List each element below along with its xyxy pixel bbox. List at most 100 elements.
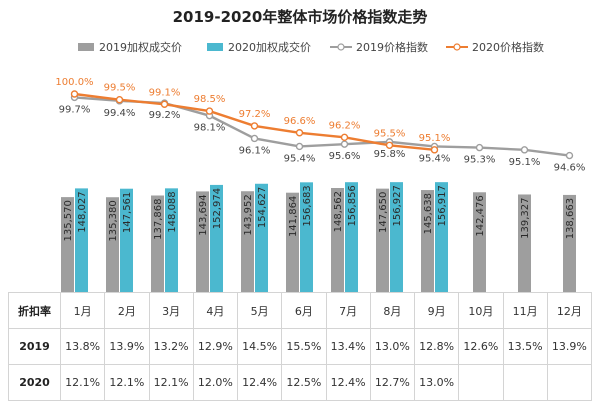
discount-rate-cell <box>502 364 548 401</box>
legend-label-2019-price: 2019加权成交价 <box>99 40 182 54</box>
bar-2019-label: 145,638 <box>423 193 434 234</box>
discount-rate-cell: 12.9% <box>192 328 239 365</box>
index-2020-label: 95.1% <box>419 133 451 144</box>
legend: 2019加权成交价 2020加权成交价 2019价格指数 2020价格指数 <box>78 40 544 54</box>
discount-rate-table: 折扣率 1月 2月 3月 4月 5月 6月 7月 8月 9月 10月 11月 12月 2019 13.8% 1… <box>8 292 593 401</box>
index-2020-point <box>205 107 214 115</box>
bar-2019 <box>61 197 74 292</box>
discount-rate-cell: 13.5% <box>502 328 548 365</box>
bar-2019-label: 138,663 <box>565 198 576 239</box>
bar-2019 <box>151 195 164 292</box>
index-2019-point <box>520 146 529 154</box>
discount-rate-cell: 12.4% <box>325 364 371 401</box>
discount-rate-cell: 12.8% <box>413 328 460 365</box>
bar-2020 <box>75 188 88 292</box>
discount-rate-cell: 13.0% <box>369 328 416 365</box>
bar-2019-label: 143,694 <box>198 194 209 235</box>
bar-2020-label: 148,027 <box>77 191 88 232</box>
discount-rate-cell: 12.1% <box>148 364 194 401</box>
index-2019-label: 98.1% <box>194 123 226 134</box>
index-2019-point <box>295 142 304 151</box>
discount-rate-cell: 12.7% <box>369 364 416 401</box>
bar-2020 <box>300 182 313 292</box>
index-2019-label: 99.7% <box>59 104 91 115</box>
month-header: 3月 <box>148 292 194 329</box>
bar-2020 <box>210 184 223 292</box>
row-year-label: 2020 <box>8 364 61 401</box>
month-header: 4月 <box>192 292 239 329</box>
bar-2019 <box>286 192 299 292</box>
bar-2019 <box>331 188 344 292</box>
bar-2019 <box>421 190 434 292</box>
bar-2019-label: 137,868 <box>153 198 164 239</box>
index-2020-point <box>295 129 304 137</box>
discount-rate-cell: 12.1% <box>104 364 150 401</box>
month-header: 10月 <box>458 292 504 329</box>
bar-layer: 135,570 148,027 135,380 147,561 137,868 148,0… <box>61 182 576 292</box>
bar-2020 <box>390 182 403 292</box>
index-2020-point <box>430 146 439 154</box>
bar-2019-label: 148,562 <box>333 191 344 232</box>
table-row: 2020 12.1% 12.1% 12.1% 12.0% 12.4% 12.5% 12.4% 1… <box>8 364 593 401</box>
legend-label-2020-index: 2020价格指数 <box>472 40 544 54</box>
discount-rate-cell: 13.8% <box>59 328 106 365</box>
month-header: 1月 <box>59 292 106 329</box>
index-2020-point <box>385 141 394 150</box>
index-2019-point <box>475 143 484 152</box>
bar-2019 <box>563 194 576 292</box>
index-2020-label: 98.5% <box>194 94 226 105</box>
month-header: 5月 <box>236 292 283 329</box>
index-2019-label: 94.6% <box>554 163 586 174</box>
month-header: 2月 <box>104 292 150 329</box>
month-header: 9月 <box>413 292 460 329</box>
bar-2019-label: 141,864 <box>288 196 299 237</box>
index-2020-label: 100.0% <box>55 77 93 88</box>
index-2019-label: 95.4% <box>284 153 316 164</box>
discount-rate-cell: 12.4% <box>236 364 283 401</box>
discount-rate-cell: 13.2% <box>148 328 194 365</box>
discount-rate-cell: 12.5% <box>281 364 327 401</box>
index-2020-point <box>70 90 79 98</box>
bar-2019-label: 135,570 <box>63 200 74 241</box>
bar-2019-label: 142,476 <box>475 195 486 236</box>
bar-2020 <box>255 183 268 292</box>
bar-2020 <box>165 188 178 292</box>
bar-2020 <box>435 182 448 292</box>
discount-rate-cell <box>546 364 593 401</box>
bar-2019 <box>106 197 119 292</box>
bar-2020-label: 148,088 <box>167 191 178 232</box>
bar-2019-label: 139,327 <box>520 197 531 238</box>
discount-rate-cell: 12.0% <box>192 364 239 401</box>
index-2020-label: 99.1% <box>149 87 181 98</box>
bar-2020-label: 156,927 <box>392 185 403 226</box>
discount-rate-cell: 13.0% <box>413 364 460 401</box>
index-2020-label: 99.5% <box>104 83 136 94</box>
discount-rate-cell: 12.6% <box>458 328 504 365</box>
bar-2020 <box>345 182 358 292</box>
bar-2019 <box>241 191 254 292</box>
bar-2019 <box>376 188 389 292</box>
discount-rate-cell: 14.5% <box>236 328 283 365</box>
discount-rate-cell: 15.5% <box>281 328 327 365</box>
index-2019-label: 95.4% <box>419 153 451 164</box>
table-corner-label: 折扣率 <box>8 292 61 329</box>
index-2020-label: 95.5% <box>374 128 406 139</box>
index-2020-label: 97.2% <box>239 109 271 120</box>
discount-rate-cell: 13.4% <box>325 328 371 365</box>
index-2020-point <box>250 122 259 130</box>
bar-2020-label: 147,561 <box>122 192 133 233</box>
table-header-row: 折扣率 1月 2月 3月 4月 5月 6月 7月 8月 9月 10月 11月 12月 <box>8 292 593 329</box>
index-2019-label: 95.3% <box>464 155 496 166</box>
index-2020-point <box>115 95 124 104</box>
index-2019-label: 95.1% <box>509 157 541 168</box>
legend-label-2020-price: 2020加权成交价 <box>228 40 311 54</box>
legend-label-2019-index: 2019价格指数 <box>356 40 428 54</box>
bar-2019-label: 147,650 <box>378 192 389 233</box>
bar-2019-label: 143,952 <box>243 194 254 235</box>
index-2020-label: 96.6% <box>284 116 316 127</box>
month-header: 12月 <box>546 292 593 329</box>
index-2020-point <box>160 100 169 108</box>
bar-2020-label: 156,856 <box>347 185 358 226</box>
index-2019-label: 95.8% <box>374 149 406 160</box>
legend-marker-2019-index <box>337 43 345 51</box>
